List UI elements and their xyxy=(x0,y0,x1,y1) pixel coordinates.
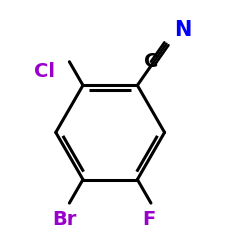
Text: Cl: Cl xyxy=(34,62,54,81)
Text: Br: Br xyxy=(52,210,76,229)
Text: N: N xyxy=(174,20,192,40)
Text: F: F xyxy=(142,210,155,229)
Text: C: C xyxy=(144,52,158,72)
